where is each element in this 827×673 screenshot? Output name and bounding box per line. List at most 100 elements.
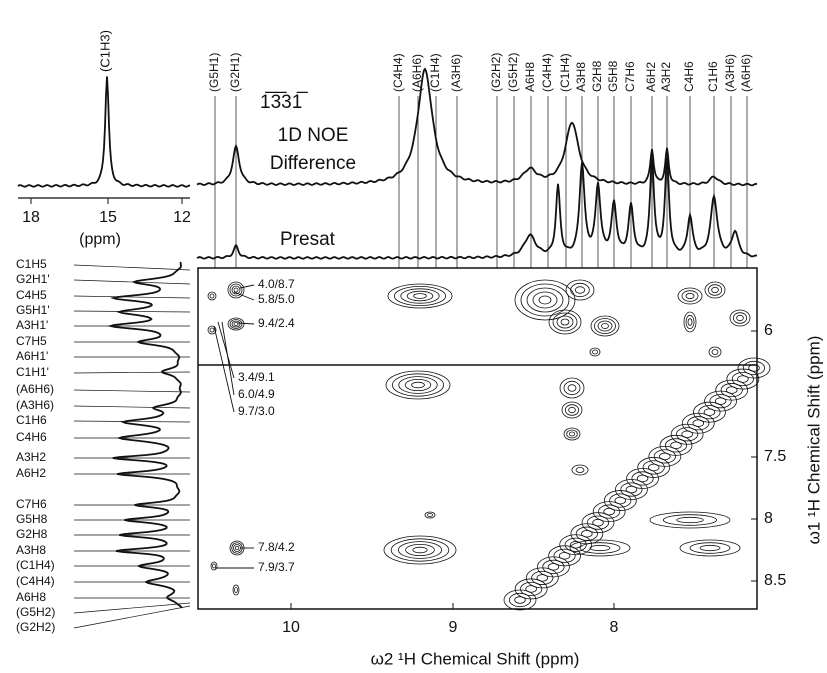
peak-label: C1H6 [706, 61, 720, 92]
peak-label: C7H5 [16, 334, 47, 348]
contour [620, 482, 643, 497]
contour [711, 349, 719, 355]
x-tick-label: 8 [610, 619, 619, 636]
contour [662, 514, 718, 526]
peak-label: A3H2 [16, 450, 46, 464]
contour [653, 449, 676, 464]
noe-line: Difference [270, 153, 356, 174]
contour [564, 537, 587, 552]
contour [553, 548, 576, 563]
peak-label: A6H2 [16, 466, 46, 480]
peak-label: C4H6 [16, 430, 47, 444]
contour [559, 534, 593, 556]
contour [525, 585, 537, 593]
contour [413, 293, 427, 299]
contour [503, 589, 537, 611]
contour [569, 539, 631, 557]
contour [676, 516, 704, 524]
contour [229, 283, 243, 297]
peak-leader [73, 295, 191, 299]
contour [231, 320, 241, 328]
peak-label: (G2H1) [228, 53, 242, 92]
left-trace [107, 261, 183, 609]
contour [681, 412, 715, 434]
peak-leader [73, 420, 191, 423]
y-tick-label: 6 [764, 322, 773, 339]
contour [393, 285, 446, 306]
contour [568, 406, 576, 414]
contour [233, 287, 239, 293]
peak-label: (C4H4) [540, 53, 554, 92]
contour [715, 379, 749, 401]
contour [579, 542, 621, 554]
peak-label: C1H6 [16, 413, 47, 427]
peak-label: (C1H4) [428, 53, 442, 92]
contour [590, 315, 620, 337]
y-axis-label: ω1 ¹H Chemical Shift (ppm) [804, 336, 823, 545]
cross-leader [217, 321, 235, 379]
peak-label: C4H6 [682, 61, 696, 92]
peak-label: (G2H2) [16, 620, 55, 634]
peak-label: C7H6 [623, 61, 637, 92]
peak-label: A6H2 [644, 62, 658, 92]
peak-label: C7H6 [16, 497, 47, 511]
peak-label: G5H8 [606, 60, 620, 92]
contour [589, 544, 611, 552]
contour [685, 314, 695, 330]
peak-leader [73, 389, 191, 393]
contour [679, 539, 741, 557]
contour [520, 283, 570, 317]
peak-label: G5H1' [16, 303, 50, 317]
peak-label: (C4H4) [16, 574, 55, 588]
peak-label: G2H1' [16, 272, 50, 286]
contour [514, 578, 548, 600]
peak-label: (G5H2) [506, 53, 520, 92]
contour [514, 596, 526, 604]
contour [601, 323, 609, 329]
peak-label: (A3H6) [723, 54, 737, 92]
contour [598, 504, 621, 519]
cross-leader [237, 322, 255, 325]
noe-line: 1D NOE [278, 125, 349, 146]
contour [566, 429, 578, 439]
contour [231, 542, 243, 554]
contour [412, 546, 428, 554]
contour [404, 378, 432, 391]
contour [711, 286, 719, 294]
presat-label: Presat [280, 229, 336, 250]
contour [699, 544, 721, 552]
contour [411, 381, 425, 389]
contour [227, 281, 245, 299]
contour [748, 364, 760, 372]
y-tick-label: 8 [764, 510, 773, 527]
contour [725, 386, 738, 394]
contour [561, 401, 583, 419]
peak-label: A6H8 [16, 590, 46, 604]
contour [508, 592, 532, 608]
contour [565, 279, 595, 301]
contour [207, 291, 217, 301]
peak-label: A6H8 [523, 62, 537, 92]
peak-label: A6H1' [16, 349, 48, 363]
contour [681, 430, 693, 439]
contour [670, 423, 704, 445]
contour [575, 526, 598, 541]
contour [708, 346, 722, 358]
noe-title: 1̅3̅31̅ [260, 92, 308, 113]
contour [574, 286, 586, 294]
contour [387, 283, 453, 309]
contour [233, 544, 241, 552]
inset-peak-label: (C1H3) [97, 30, 112, 72]
cross-peak-label: 5.8/5.0 [258, 292, 295, 306]
peak-label: C1H1' [16, 365, 49, 379]
contour [398, 376, 438, 394]
contour [229, 540, 245, 556]
peak-label: (A6H6) [16, 382, 54, 396]
contour [406, 290, 434, 302]
contour [637, 457, 671, 478]
contour [736, 314, 744, 322]
contour [709, 394, 732, 409]
contour [556, 315, 574, 329]
contour [563, 427, 581, 441]
